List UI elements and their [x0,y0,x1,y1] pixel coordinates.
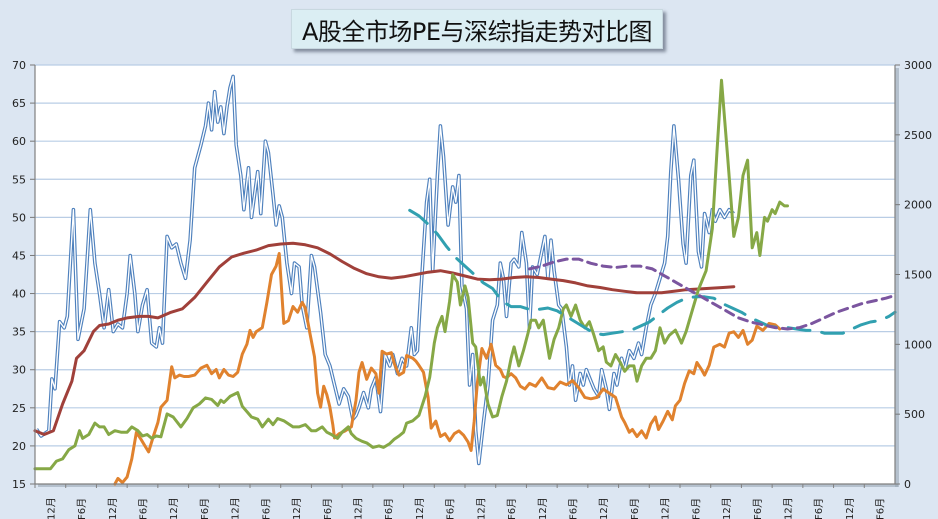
x-tick-label: 12月 [844,497,856,519]
y-tick-label: 45 [12,249,26,262]
x-tick-label: F6月 [568,498,580,519]
y2-tick-label: 500 [904,408,925,421]
series-line [33,241,736,436]
x-tick-label: 12月 [475,497,487,519]
x-tick-label: 12月 [230,497,242,519]
y-tick-label: 60 [12,135,26,148]
y-tick-label: 15 [12,478,26,491]
y2-tick-label: 3000 [904,59,932,72]
x-tick-label: F6月 [629,498,641,519]
x-tick-label: F6月 [138,498,150,519]
x-tick-label: 12月 [783,497,795,519]
y-tick-label: 30 [12,364,26,377]
x-tick-label: 12月 [598,497,610,519]
series-line [408,208,897,337]
chart-title: A股全市场PE与深综指走势对比图 [301,17,653,46]
series-line [528,257,897,331]
x-tick-label: F6月 [199,498,211,519]
x-tick-label: F6月 [813,498,825,519]
x-tick-label: 12月 [107,497,119,519]
x-tick-label: F6月 [506,498,518,519]
y2-tick-label: 2000 [904,199,932,212]
chart-title-box: A股全市场PE与深综指走势对比图 [291,9,663,49]
x-tick-label: 12月 [353,497,365,519]
x-tick-label: F6月 [76,498,88,519]
x-tick-label: 12月 [291,497,303,519]
x-tick-label: F6月 [752,498,764,519]
series-line [35,74,735,466]
x-tick-label: 12月 [168,497,180,519]
y2-tick-label: 1000 [904,338,932,351]
y-tick-label: 40 [12,288,26,301]
y-tick-label: 35 [12,326,26,339]
x-tick-label: 12月 [721,497,733,519]
x-tick-label: F6月 [875,498,887,519]
y-tick-label: 55 [12,173,26,186]
x-tick-label: F6月 [445,498,457,519]
y2-tick-label: 0 [904,478,911,491]
x-tick-label: 12月 [414,497,426,519]
y-tick-label: 70 [12,59,26,72]
x-tick-label: 12月 [660,497,672,519]
x-tick-label: 12月 [537,497,549,519]
series-line [33,78,789,471]
y-tick-label: 50 [12,211,26,224]
x-tick-label: F6月 [322,498,334,519]
series-line [113,252,782,486]
y2-tick-label: 2500 [904,129,932,142]
y-tick-label: 65 [12,97,26,110]
series-group [33,74,897,486]
y-tick-label: 20 [12,440,26,453]
y2-tick-label: 1500 [904,269,932,282]
y-tick-label: 25 [12,402,26,415]
x-tick-label: 12月 [45,497,57,519]
x-tick-label: F6月 [383,498,395,519]
axes: 15 20 25 30 35 40 45 50 55 60 65 70 0 500 1000 1500 2000… [12,59,932,519]
x-tick-label: F6月 [260,498,272,519]
x-tick-label: F6月 [690,498,702,519]
